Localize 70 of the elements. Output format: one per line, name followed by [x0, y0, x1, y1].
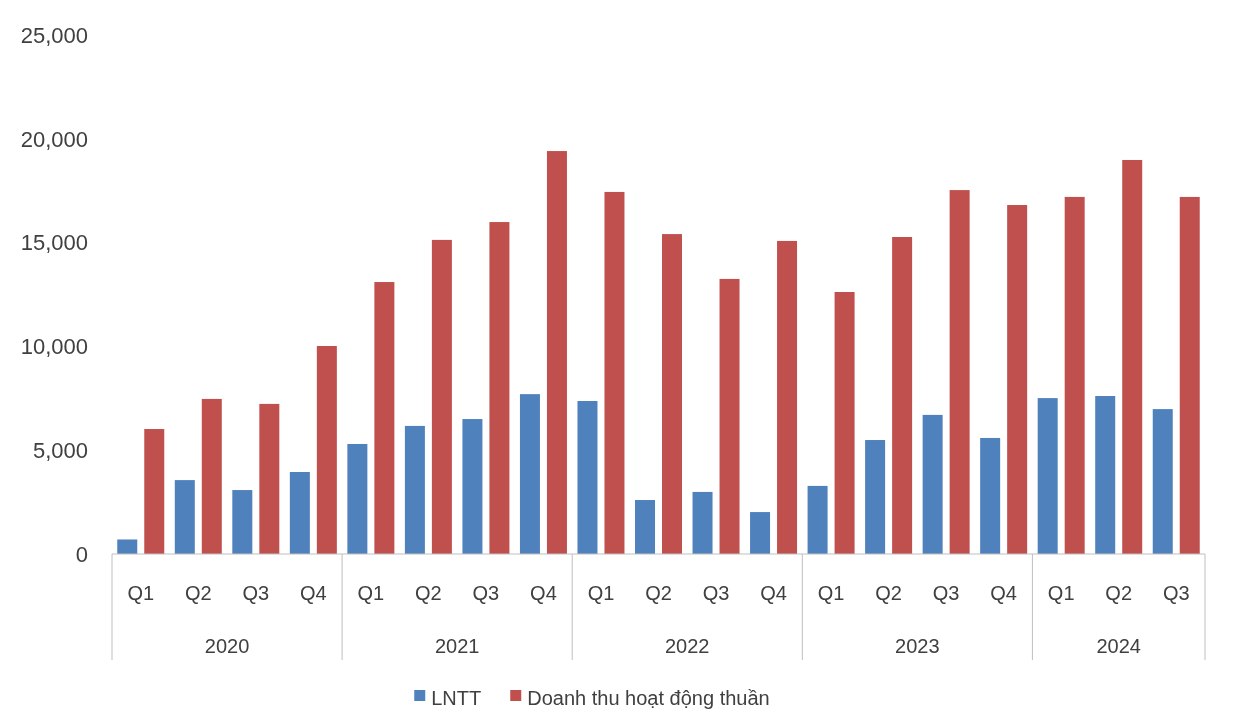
x-tick-label: Q2 — [875, 582, 902, 604]
bar — [489, 222, 510, 554]
legend-label: LNTT — [431, 687, 482, 709]
text: 2024 — [1096, 635, 1141, 657]
x-tick-label: Q1 — [1047, 582, 1075, 604]
bar — [289, 472, 310, 554]
bar — [144, 429, 165, 554]
bar — [719, 278, 740, 554]
bar — [374, 282, 395, 554]
bar — [259, 403, 280, 554]
bar — [865, 440, 886, 554]
bar — [462, 419, 483, 554]
bar — [316, 345, 337, 554]
y-tick-label: 25,000 — [20, 22, 88, 48]
x-tick-label: Q3 — [242, 582, 270, 604]
y-tick-label: 0 — [75, 541, 88, 567]
bar — [662, 234, 682, 554]
bar — [431, 239, 452, 554]
bar — [1152, 409, 1173, 554]
bar — [892, 237, 913, 554]
bar — [347, 443, 368, 554]
bar — [117, 539, 138, 554]
x-tick-label: Q2 — [415, 582, 442, 604]
bar — [635, 500, 655, 554]
bar — [1122, 159, 1143, 554]
x-tick-label: Q3 — [1162, 582, 1190, 604]
bar — [1179, 196, 1200, 554]
bar — [1037, 398, 1058, 554]
text: 2021 — [434, 635, 480, 657]
bar — [1064, 196, 1085, 554]
bar — [1095, 396, 1116, 554]
x-tick-label: Q1 — [817, 582, 845, 604]
bar — [201, 398, 222, 554]
y-tick-label: 15,000 — [20, 230, 88, 256]
text: 2023 — [895, 635, 940, 657]
bar — [174, 480, 195, 554]
x-tick-label: Q4 — [300, 582, 327, 604]
x-tick-label: Q2 — [1105, 582, 1133, 604]
x-tick-label: Q1 — [127, 582, 155, 604]
bar — [519, 394, 540, 554]
bar — [692, 491, 713, 554]
y-tick-label: 20,000 — [20, 126, 88, 152]
y-tick-label: 10,000 — [20, 334, 88, 360]
bar — [834, 292, 855, 554]
bar — [949, 190, 970, 554]
x-tick-label: Q4 — [530, 582, 557, 604]
legend-label: Doanh thu hoạt động thuần — [527, 687, 770, 709]
x-tick-label: Q2 — [184, 582, 212, 604]
x-tick-label: Q3 — [472, 582, 500, 604]
x-tick-label: Q1 — [357, 582, 385, 604]
bar — [807, 485, 828, 554]
x-tick-label: Q1 — [587, 582, 615, 604]
x-tick-label: Q4 — [990, 582, 1017, 604]
x-tick-label: Q3 — [932, 582, 960, 604]
x-tick-label: Q4 — [760, 582, 787, 604]
y-tick-label: 5,000 — [32, 437, 88, 463]
bar — [922, 414, 943, 554]
x-tick-label: Q3 — [702, 582, 730, 604]
bar — [777, 240, 798, 554]
bar — [232, 490, 253, 554]
bar — [404, 425, 425, 554]
bar — [1007, 205, 1028, 554]
bar — [546, 151, 567, 554]
bar — [750, 512, 771, 554]
text: 2022 — [665, 635, 710, 657]
text: 2020 — [204, 635, 250, 657]
bar — [577, 401, 598, 554]
x-tick-label: Q2 — [645, 582, 672, 604]
bar — [980, 437, 1001, 554]
bar — [604, 191, 625, 554]
